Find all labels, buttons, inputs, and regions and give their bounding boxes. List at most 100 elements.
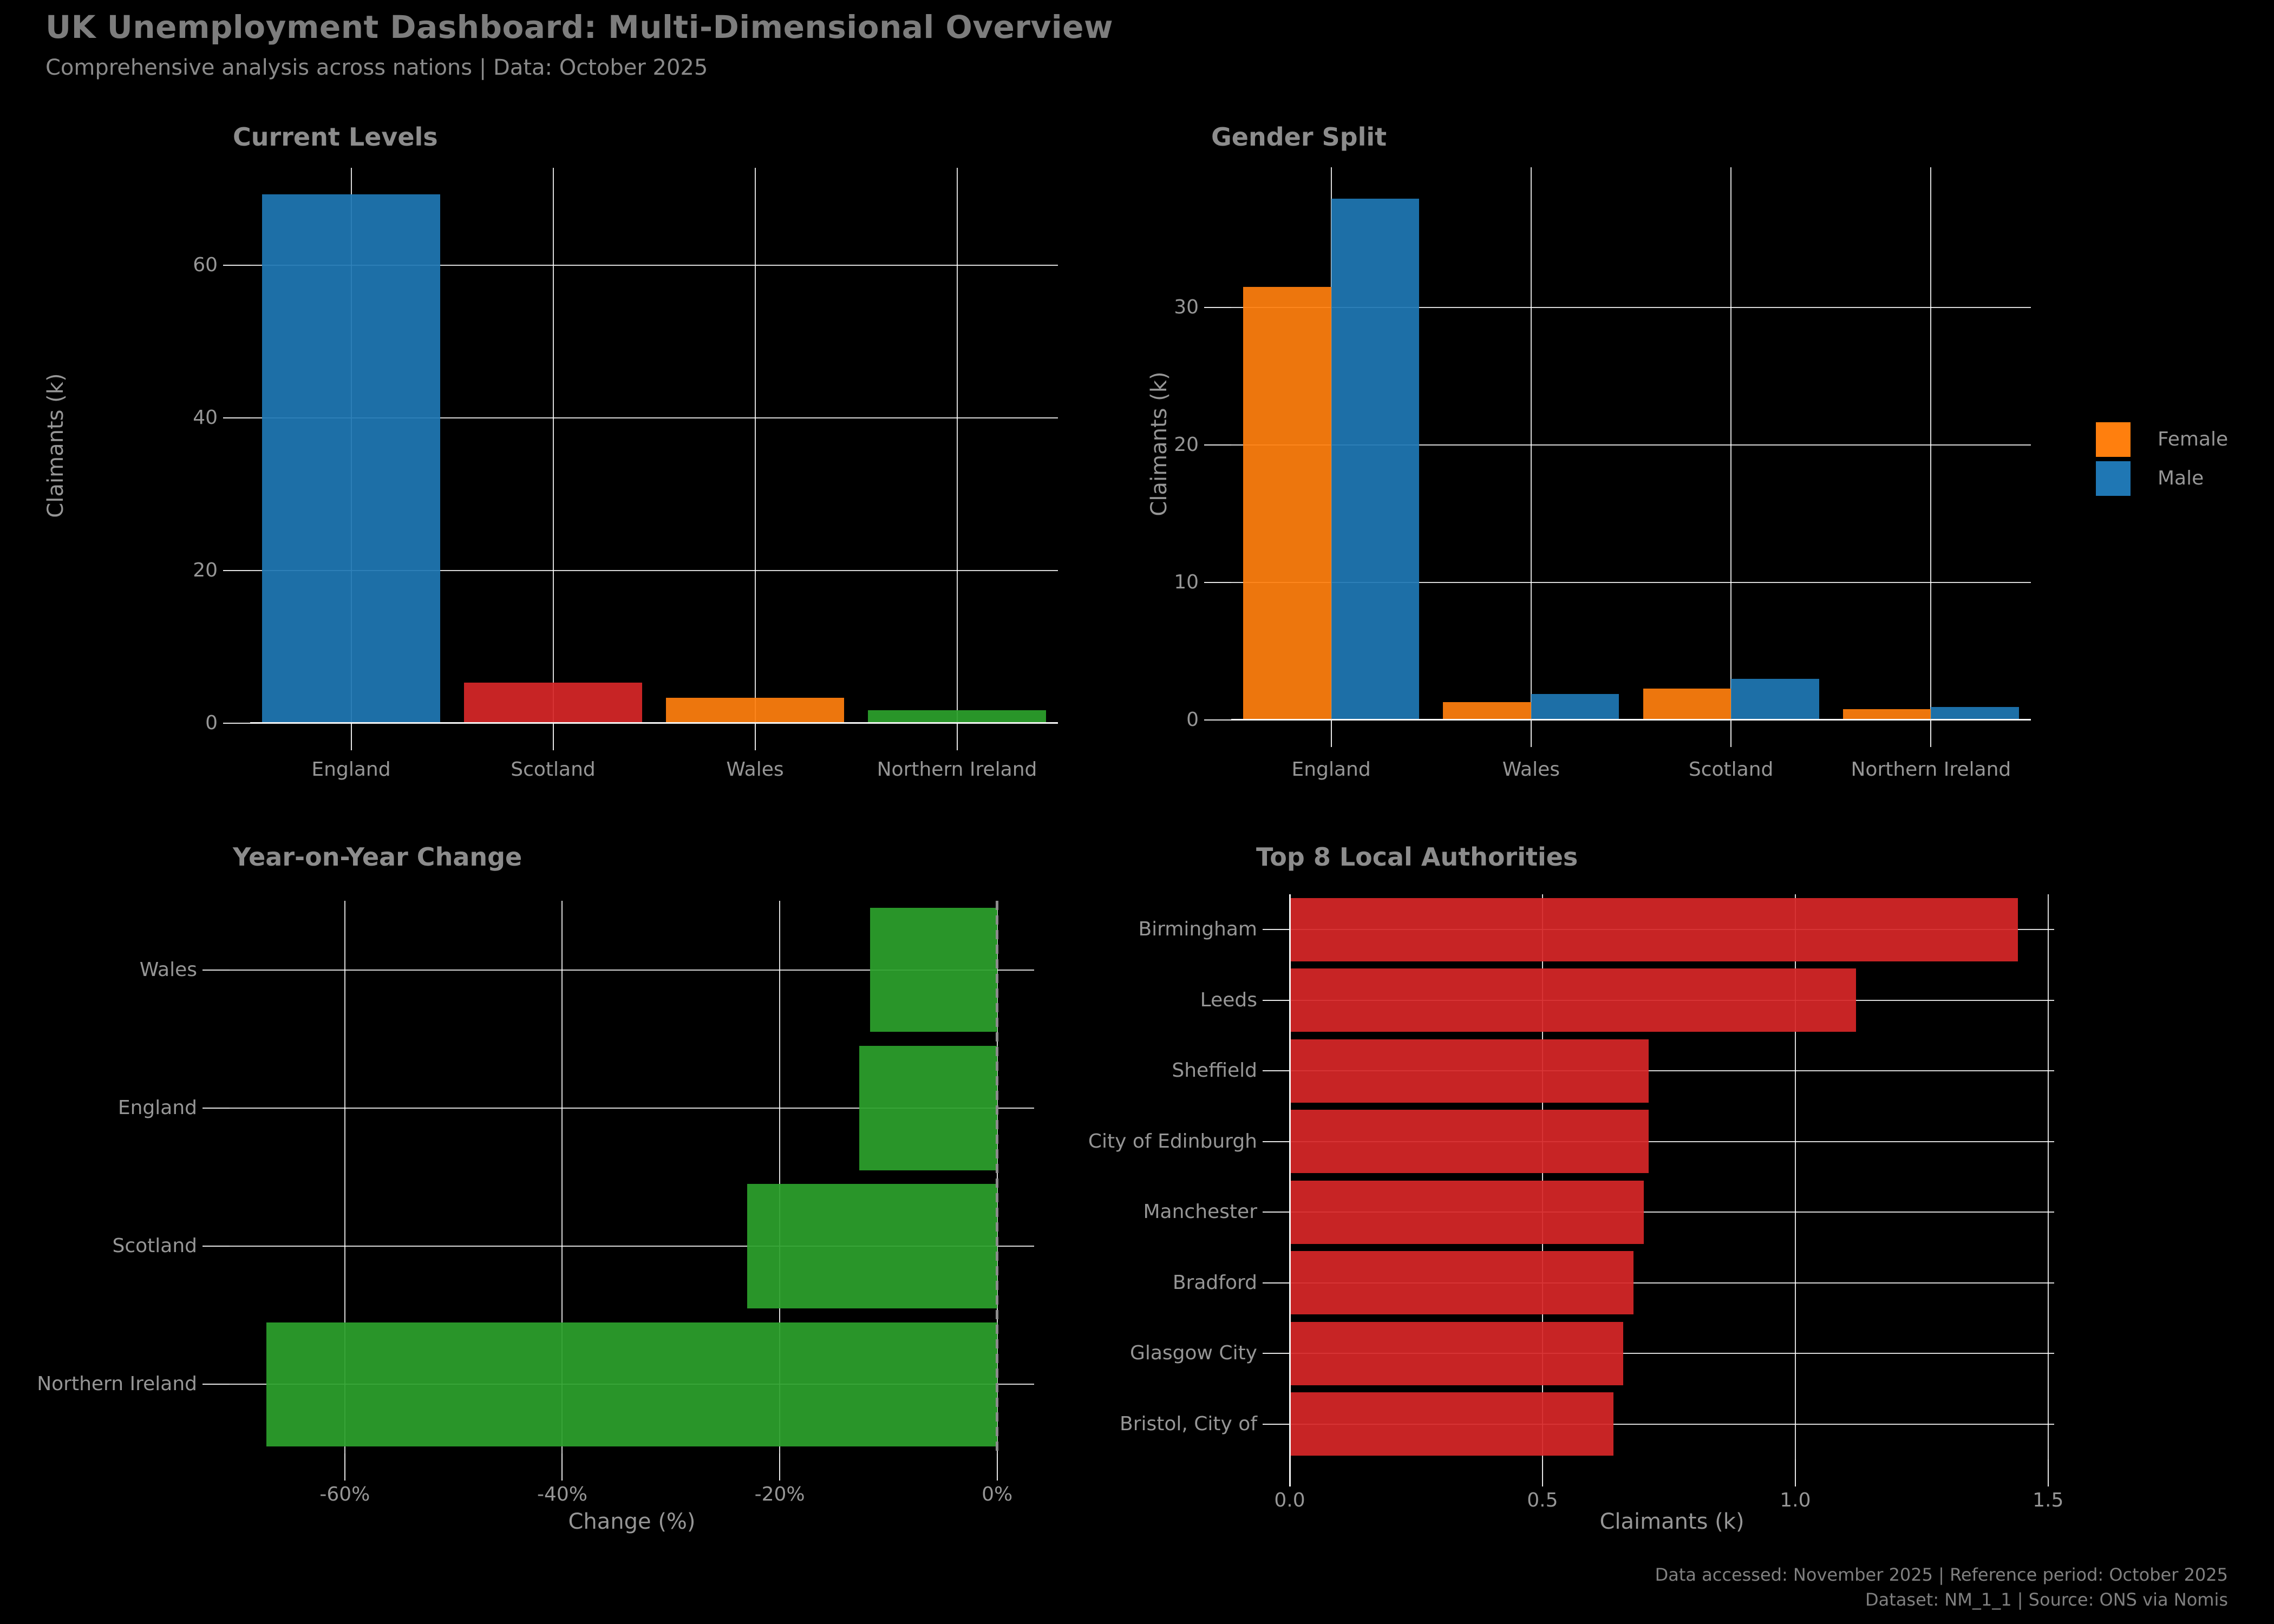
- y-tickmark: [1204, 582, 1231, 584]
- footer-line-1: Data accessed: November 2025 | Reference…: [1655, 1564, 2228, 1585]
- y-axis-line: [1289, 894, 1291, 1487]
- gridline-category: [230, 969, 1034, 971]
- x-tick-label: 0.0: [1274, 1489, 1305, 1511]
- gridline-category: [1290, 1070, 2054, 1072]
- x-tick-label: -40%: [537, 1483, 587, 1505]
- x-tickmark: [2047, 1459, 2049, 1487]
- chart-current-levels: England Scotland Wales Northern Ireland 0 20 4…: [193, 168, 1058, 781]
- y-tick-label: Bristol, City of: [1120, 1412, 1257, 1435]
- y-tickmark: [202, 969, 230, 971]
- gridline-y: [1231, 307, 2031, 309]
- x-tick-label: 0%: [982, 1483, 1013, 1505]
- chart-gender-split-title: Gender Split: [1211, 122, 1387, 152]
- bar-male-england: [1331, 199, 1420, 720]
- y-tickmark: [223, 417, 250, 419]
- gridline-category: [1530, 167, 1532, 720]
- bar-glasgow-city: [1290, 1321, 1624, 1385]
- bar-england: [859, 1046, 997, 1170]
- bar-bristol-city-of: [1290, 1392, 1613, 1456]
- bar-england: [262, 194, 440, 723]
- bar-scotland: [747, 1184, 997, 1308]
- gridline-category: [230, 1246, 1034, 1247]
- gridline-category: [1290, 1282, 2054, 1284]
- x-tickmark: [754, 723, 756, 750]
- y-tickmark: [1204, 719, 1231, 721]
- bar-female-england: [1243, 286, 1331, 720]
- y-tick-label: Scotland: [112, 1235, 197, 1258]
- gridline-x: [344, 901, 345, 1453]
- bar-sheffield: [1290, 1039, 1649, 1103]
- x-tick-label: Scotland: [1688, 758, 1774, 781]
- y-tick-label: Wales: [139, 958, 197, 981]
- bar-wales: [666, 698, 844, 723]
- bar-male-wales: [1531, 693, 1619, 720]
- bar-wales: [870, 907, 997, 1032]
- y-tick-label: 20: [193, 559, 218, 582]
- x-tickmark: [996, 1453, 998, 1481]
- y-tick-label: England: [117, 1096, 197, 1119]
- x-tickmark: [344, 1453, 345, 1481]
- x-tick-label: Wales: [726, 758, 784, 781]
- x-tickmark: [1530, 720, 1532, 747]
- bar-leeds: [1290, 968, 1856, 1032]
- y-tickmark: [1204, 444, 1231, 446]
- gridline-category: [1290, 1141, 2054, 1142]
- x-tick-label: England: [1291, 758, 1371, 781]
- x-tickmark: [552, 723, 554, 750]
- y-tickmark: [1263, 929, 1290, 931]
- gridline-x: [779, 901, 781, 1453]
- current-levels-y-axis-label: Claimants (k): [43, 373, 68, 518]
- x-axis-line: [250, 722, 1058, 724]
- y-tick-label: Bradford: [1172, 1271, 1257, 1294]
- gridline-category: [552, 168, 554, 723]
- footer-line-2: Dataset: NM_1_1 | Source: ONS via Nomis: [1865, 1589, 2228, 1610]
- chart-gender-split: England Wales Scotland Northern Ireland 0 10 2…: [1174, 167, 2031, 781]
- x-tick-label: 1.5: [2033, 1489, 2064, 1511]
- y-tick-label: Northern Ireland: [37, 1373, 197, 1396]
- gridline-x: [1794, 894, 1796, 1459]
- y-tickmark: [1263, 1282, 1290, 1284]
- x-tick-label: Wales: [1502, 758, 1560, 781]
- y-tickmark: [202, 1246, 230, 1247]
- y-tickmark: [1263, 1423, 1290, 1425]
- bar-male-northern-ireland: [1931, 706, 2019, 720]
- y-tick-label: Glasgow City: [1129, 1342, 1257, 1365]
- y-tickmark: [223, 265, 250, 266]
- legend-swatch-female: [2096, 422, 2131, 457]
- x-tick-label: -20%: [754, 1483, 805, 1505]
- bar-male-scotland: [1731, 678, 1819, 720]
- x-tickmark: [1541, 1459, 1543, 1487]
- y-tickmark: [1263, 1070, 1290, 1072]
- gridline-y: [1231, 582, 2031, 584]
- y-tick-label: 20: [1174, 434, 1199, 456]
- gridline-y: [250, 265, 1058, 266]
- x-tick-label: Scotland: [511, 758, 596, 781]
- x-tickmark: [1730, 720, 1732, 747]
- x-tick-label: 0.5: [1527, 1489, 1558, 1511]
- gridline-category: [1930, 167, 1932, 720]
- y-tick-label: 0: [205, 712, 218, 734]
- gridline-category: [1730, 167, 1732, 720]
- y-tickmark: [1263, 999, 1290, 1001]
- y-tick-label: 40: [193, 407, 218, 429]
- y-tickmark: [202, 1107, 230, 1109]
- bar-scotland: [464, 683, 642, 723]
- bar-northern-ireland: [266, 1322, 997, 1447]
- yoy-change-x-axis-label: Change (%): [568, 1509, 696, 1534]
- x-tickmark: [350, 723, 352, 750]
- bar-manchester: [1290, 1180, 1644, 1244]
- x-tick-label: -60%: [319, 1483, 370, 1505]
- y-tickmark: [223, 570, 250, 572]
- bar-female-scotland: [1643, 688, 1731, 720]
- chart-top8-local-authorities: Birmingham Leeds Sheffield City of Edinburg…: [1088, 894, 2063, 1511]
- x-tick-label: 1.0: [1780, 1489, 1811, 1511]
- x-tick-label: Northern Ireland: [877, 758, 1037, 781]
- gridline-category: [1290, 1212, 2054, 1213]
- x-tick-label: Northern Ireland: [1851, 758, 2011, 781]
- bar-female-northern-ireland: [1842, 709, 1931, 720]
- gridline-y: [250, 417, 1058, 419]
- y-tickmark: [1263, 1212, 1290, 1213]
- bar-bradford: [1290, 1251, 1634, 1315]
- gridline-category: [1290, 1423, 2054, 1425]
- y-tickmark: [1263, 1353, 1290, 1354]
